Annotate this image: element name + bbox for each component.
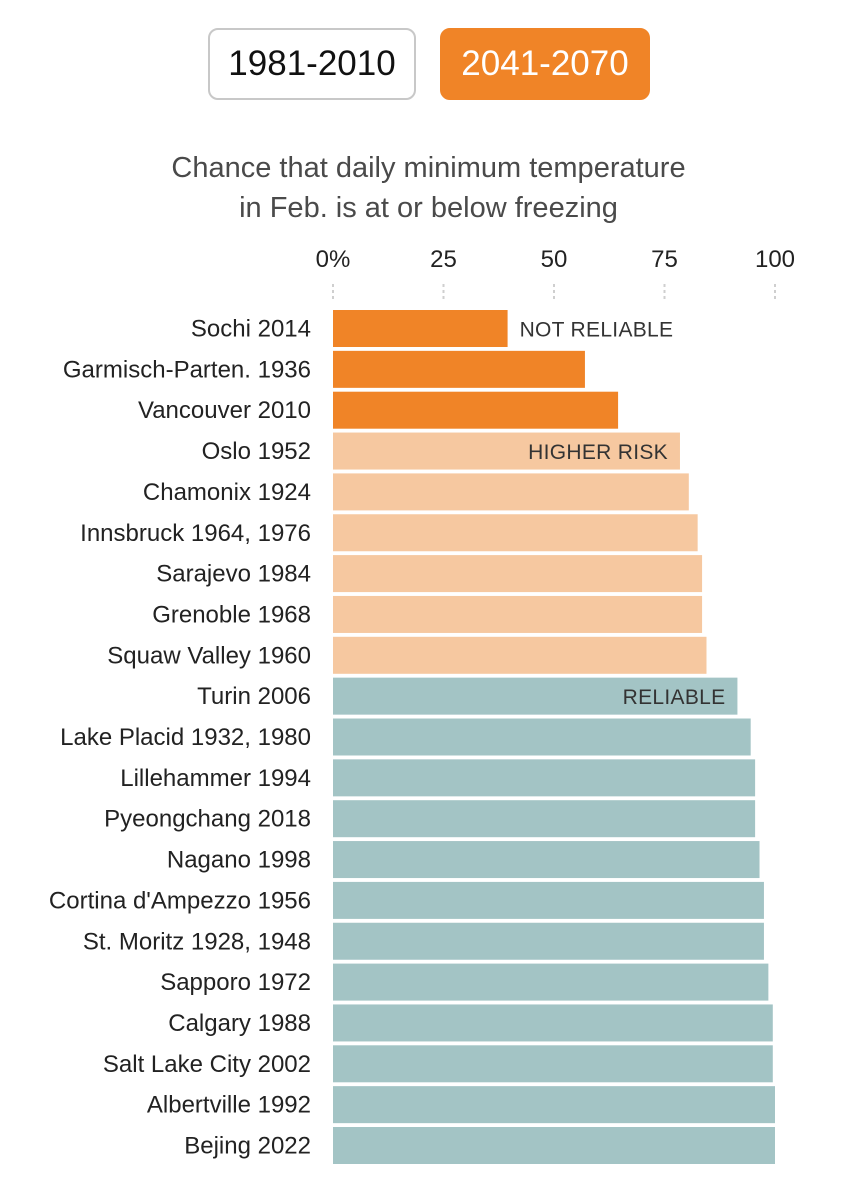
bar <box>333 1045 773 1083</box>
category-label: Sapporo 1972 <box>160 969 311 996</box>
category-label: Oslo 1952 <box>202 438 311 465</box>
bar <box>333 636 707 674</box>
category-label: Lillehammer 1994 <box>120 765 311 792</box>
x-tick-label: 100 <box>755 246 795 273</box>
x-tick-label: 0% <box>316 246 351 273</box>
bar <box>333 881 764 919</box>
bar <box>333 1086 775 1124</box>
category-label: Salt Lake City 2002 <box>103 1051 311 1078</box>
category-label: Cortina d'Ampezzo 1956 <box>49 887 311 914</box>
category-label: Nagano 1998 <box>167 847 311 874</box>
bar <box>333 718 751 756</box>
group-annotation: NOT RELIABLE <box>520 319 674 342</box>
category-label: Sochi 2014 <box>191 316 311 343</box>
chart-title-line-2: in Feb. is at or below freezing <box>239 192 618 224</box>
category-label: St. Moritz 1928, 1948 <box>83 928 311 955</box>
x-tick-label: 75 <box>651 246 678 273</box>
bar <box>333 963 769 1001</box>
bar <box>333 759 756 797</box>
bar <box>333 1004 773 1042</box>
category-label: Albertville 1992 <box>147 1092 311 1119</box>
category-label: Grenoble 1968 <box>152 601 311 628</box>
x-tick-label: 25 <box>430 246 457 273</box>
bar <box>333 391 619 429</box>
group-annotation: HIGHER RISK <box>528 441 668 464</box>
category-label: Pyeongchang 2018 <box>104 806 311 833</box>
bar <box>333 350 585 388</box>
category-label: Innsbruck 1964, 1976 <box>80 520 311 547</box>
category-label: Squaw Valley 1960 <box>107 642 311 669</box>
bar <box>333 555 703 593</box>
period-1981-2010-button[interactable]: 1981-2010 <box>208 28 416 100</box>
bar <box>333 514 698 552</box>
group-annotation: RELIABLE <box>623 686 726 709</box>
bar <box>333 922 764 960</box>
bar <box>333 310 508 347</box>
chart-title-line-1: Chance that daily minimum temperature <box>171 152 686 184</box>
bar <box>333 677 738 715</box>
category-label: Garmisch-Parten. 1936 <box>63 356 311 383</box>
category-label: Sarajevo 1984 <box>156 561 311 588</box>
bar <box>333 473 689 511</box>
x-tick-label: 50 <box>541 246 568 273</box>
bar <box>333 1127 775 1164</box>
period-2041-2070-button[interactable]: 2041-2070 <box>440 28 650 100</box>
category-label: Chamonix 1924 <box>143 479 311 506</box>
bar <box>333 841 760 879</box>
category-label: Calgary 1988 <box>168 1010 311 1037</box>
bar <box>333 800 756 838</box>
bar <box>333 432 680 470</box>
category-label: Lake Placid 1932, 1980 <box>60 724 311 751</box>
category-label: Bejing 2022 <box>184 1133 311 1160</box>
category-label: Turin 2006 <box>197 683 311 710</box>
bar <box>333 595 703 633</box>
category-label: Vancouver 2010 <box>138 397 311 424</box>
